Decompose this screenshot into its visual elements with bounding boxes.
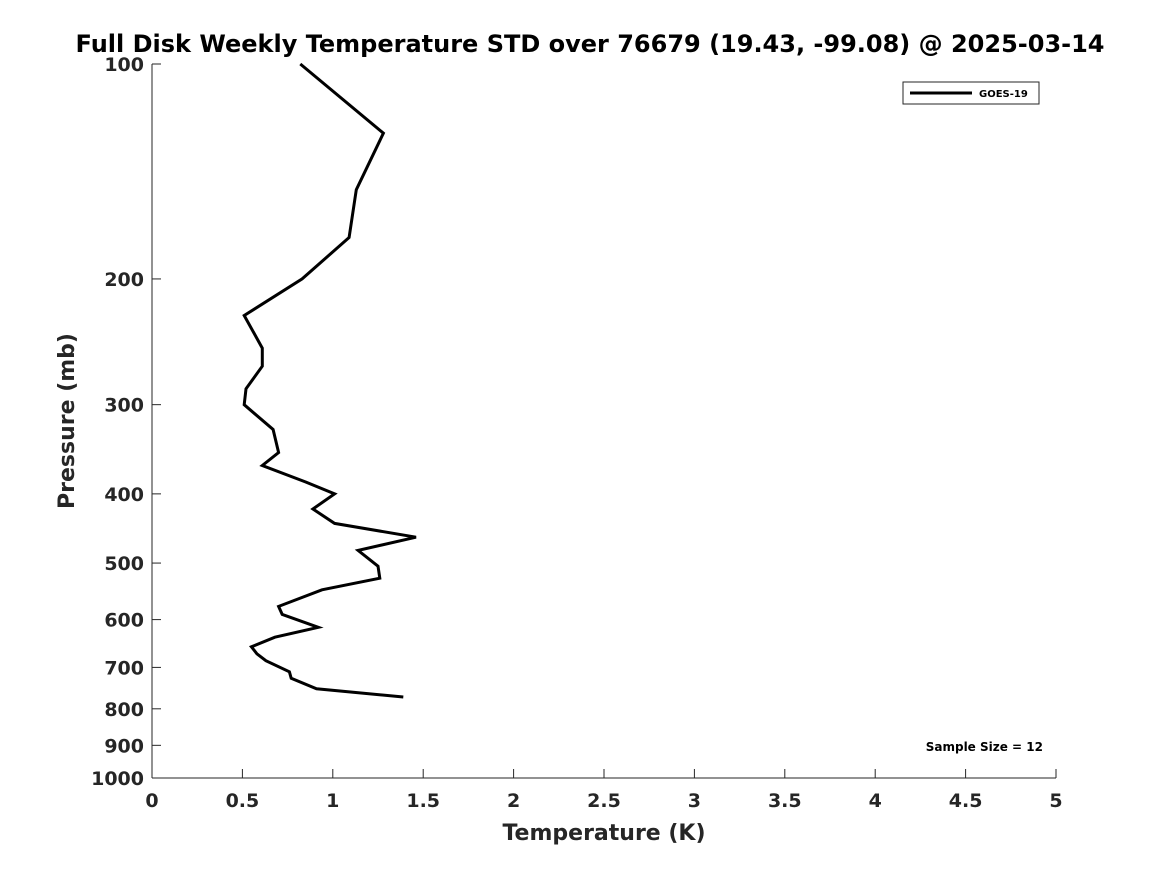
sample-size-annotation: Sample Size = 12 (926, 740, 1043, 754)
y-tick-label: 800 (104, 699, 144, 721)
y-tick-label: 100 (104, 54, 144, 76)
x-tick-label: 3 (688, 790, 701, 812)
x-tick-label: 2.5 (587, 790, 621, 812)
x-tick-label: 1.5 (406, 790, 440, 812)
y-tick-label: 600 (104, 610, 144, 632)
y-axis-label: Pressure (mb) (55, 333, 80, 509)
y-tick-label: 500 (104, 553, 144, 575)
series-line-goes-19 (242, 62, 417, 699)
x-tick-label: 4 (869, 790, 882, 812)
x-tick-label: 2 (507, 790, 520, 812)
legend: GOES-19 (902, 81, 1040, 105)
y-tick-label: 300 (104, 395, 144, 417)
y-tick-label: 400 (104, 484, 144, 506)
chart-title: Full Disk Weekly Temperature STD over 76… (76, 30, 1105, 58)
x-tick-label: 0.5 (226, 790, 260, 812)
y-tick-label: 1000 (91, 768, 144, 790)
legend-label-goes-19: GOES-19 (979, 89, 1028, 100)
y-ticks: 100 200 300 400 500 600 700 800 900 1000 (91, 54, 161, 790)
y-tick-label: 700 (104, 657, 144, 679)
x-tick-label: 0 (145, 790, 158, 812)
x-tick-label: 5 (1049, 790, 1062, 812)
x-tick-label: 1 (326, 790, 339, 812)
x-tick-label: 3.5 (768, 790, 802, 812)
x-tick-label: 4.5 (949, 790, 983, 812)
y-tick-label: 200 (104, 269, 144, 291)
x-ticks: 0 0.5 1 1.5 2 2.5 3 3.5 4 4.5 5 (145, 769, 1063, 812)
series-group (242, 62, 417, 699)
x-axis-label: Temperature (K) (502, 821, 705, 846)
y-tick-label: 900 (104, 735, 144, 757)
